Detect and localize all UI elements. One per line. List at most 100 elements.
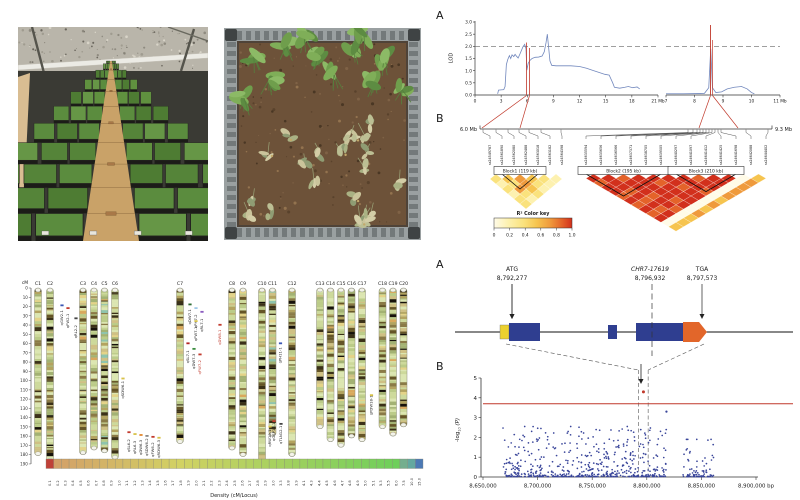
manhattan-panel-label: B <box>436 360 444 373</box>
svg-text:C15: C15 <box>336 281 345 287</box>
chromosome-C5: C5 <box>100 281 109 454</box>
svg-text:9: 9 <box>722 99 725 105</box>
svg-text:1.5: 1.5 <box>465 56 472 62</box>
svg-text:9: 9 <box>552 99 555 105</box>
marker-label: ss24642088 <box>749 145 753 165</box>
chromosome-C17: C17 <box>357 281 367 442</box>
chromosome-C6: C6 <box>111 281 119 460</box>
svg-text:8,900,000 bp: 8,900,000 bp <box>738 484 775 490</box>
marker-label: ss24549787 <box>488 145 492 165</box>
svg-text:4.8: 4.8 <box>348 480 352 486</box>
exon2-box <box>608 325 617 339</box>
top-snp <box>641 390 645 394</box>
svg-text:20: 20 <box>23 304 29 309</box>
chromosome-C18: C18 <box>378 281 387 430</box>
svg-text:cM: cM <box>22 280 28 286</box>
qtl-tick <box>133 433 137 435</box>
svg-text:C5: C5 <box>101 281 107 287</box>
svg-text:8,750,000: 8,750,000 <box>578 484 606 490</box>
svg-text:2.4: 2.4 <box>225 480 229 486</box>
svg-text:3.8: 3.8 <box>287 480 291 486</box>
svg-text:5.3: 5.3 <box>379 480 383 486</box>
svg-text:ATG: ATG <box>506 266 518 273</box>
marker-label: ss24641097 <box>689 145 693 165</box>
marker-label: ss24641698 <box>734 145 738 165</box>
chromosome-C7: C7 <box>176 281 184 444</box>
marker-label: ss24641412 <box>704 145 708 165</box>
svg-text:1.6: 1.6 <box>164 480 168 486</box>
marker-label: ss24637371 <box>629 145 633 165</box>
svg-text:0.5: 0.5 <box>79 480 83 486</box>
svg-text:40: 40 <box>23 323 29 328</box>
gene-panel-label: A <box>436 258 444 271</box>
svg-text:1.7: 1.7 <box>171 480 175 486</box>
svg-text:2.0: 2.0 <box>194 480 198 486</box>
density-legend: 0.1 0.2 0.3 0.4 0.5 0.6 0.7 0.8 0.9 1.0 1.1 1.2 1.3 1… <box>45 458 424 499</box>
marker-label: ss24644402 <box>764 145 768 165</box>
qtl-label: qFW6-2 <box>150 442 155 457</box>
chromosome-C8: C8 <box>228 281 236 451</box>
svg-text:1.1: 1.1 <box>125 480 129 486</box>
qtl-tick <box>127 431 131 434</box>
qtl-label: qRW10-1 <box>267 429 272 447</box>
svg-text:1.2: 1.2 <box>133 480 137 486</box>
block-label: Block2 (195 kb) <box>606 169 641 175</box>
svg-text:2.5: 2.5 <box>233 480 237 486</box>
svg-text:4.3: 4.3 <box>310 480 314 486</box>
lod-panel-label: A <box>436 9 444 22</box>
svg-text:0.6: 0.6 <box>87 480 91 486</box>
chromosome-C1: C1 <box>34 281 42 456</box>
greenhouse-photo <box>18 27 208 241</box>
svg-text:4.1: 4.1 <box>302 480 306 486</box>
svg-text:4: 4 <box>474 396 478 402</box>
svg-text:0.8: 0.8 <box>553 233 560 239</box>
utr3-arrow <box>683 322 707 342</box>
svg-text:C7: C7 <box>177 281 183 287</box>
chromosome-C13: C13 <box>315 281 325 430</box>
gene-model: ATG 8,792,277 CHR7-17619 8,796,932 TGA 8,797,… <box>455 266 793 356</box>
qtl-tick <box>272 420 276 422</box>
svg-text:18: 18 <box>629 99 635 105</box>
ld-panel: 6.0 Mb 9.3 Mb ss24549787 ss24561890 ss245620… <box>460 125 792 239</box>
block-label: Block1 (119 kb) <box>503 169 538 175</box>
qtl-tick <box>218 323 222 326</box>
qtl-label: qGW2-1 <box>59 310 64 326</box>
svg-text:190: 190 <box>20 461 28 466</box>
lod-and-ld-figure: 3.02.52.01.51.00.50.0LOD036912151821 Mb7… <box>449 20 793 239</box>
svg-text:C16: C16 <box>347 281 356 287</box>
svg-text:150: 150 <box>20 424 28 429</box>
svg-text:5.0: 5.0 <box>364 480 368 486</box>
svg-text:8: 8 <box>693 99 696 105</box>
chromosome-C3: C3 <box>79 281 87 455</box>
qtl-label: qRL2-2 <box>73 324 78 338</box>
qtl-label: qSL7-1 <box>185 350 190 364</box>
svg-text:3.9: 3.9 <box>294 480 298 486</box>
qtl-label: qFW2-1 <box>65 313 70 328</box>
svg-text:C6: C6 <box>112 281 118 287</box>
marker-label: ss24562080 <box>512 145 516 165</box>
qtl-label: qRL7-1 <box>199 318 204 332</box>
svg-text:130: 130 <box>20 406 28 411</box>
svg-text:5.5: 5.5 <box>387 480 391 486</box>
chromosome-C14: C14 <box>326 281 335 442</box>
exon1-box <box>509 323 540 341</box>
svg-text:50: 50 <box>23 332 29 337</box>
svg-text:6.0: 6.0 <box>394 480 398 486</box>
svg-text:C11: C11 <box>268 281 277 287</box>
svg-text:3.0: 3.0 <box>465 20 472 26</box>
svg-text:3: 3 <box>474 416 478 422</box>
svg-text:0.1: 0.1 <box>48 480 52 486</box>
svg-text:1: 1 <box>474 455 478 461</box>
svg-text:8,700,000: 8,700,000 <box>524 484 552 490</box>
marker-label: ss24635594 <box>584 145 588 165</box>
svg-text:15: 15 <box>603 99 609 105</box>
qtl-tick <box>279 422 283 425</box>
greenhouse-scene <box>18 27 208 241</box>
svg-text:2.7: 2.7 <box>248 480 252 486</box>
svg-text:2.5: 2.5 <box>465 32 472 38</box>
svg-text:C3: C3 <box>80 281 86 287</box>
qtl-label: qSDW6-2 <box>144 438 149 456</box>
linkage-map: cM0 10 20 30 40 50 60 70 80 90 100 110 120 130 140 150 1… <box>20 280 424 499</box>
qtl-tick <box>188 303 192 306</box>
